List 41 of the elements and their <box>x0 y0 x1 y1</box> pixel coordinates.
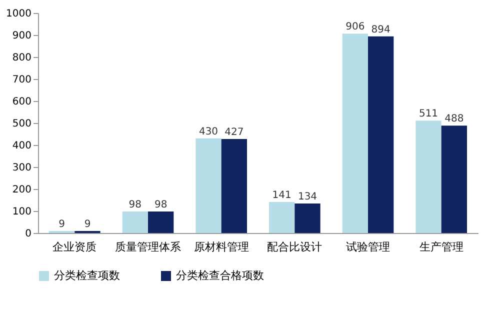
x-tick-label: 原材料管理 <box>194 240 249 254</box>
y-tick-label: 0 <box>25 228 32 240</box>
data-label: 906 <box>346 22 365 33</box>
bar <box>368 36 394 233</box>
y-tick-label: 1000 <box>6 8 32 20</box>
y-tick-label: 300 <box>12 162 32 174</box>
data-label: 511 <box>418 108 438 120</box>
data-label: 9 <box>84 219 91 230</box>
bar <box>441 126 467 233</box>
data-label: 134 <box>298 192 318 203</box>
x-tick-label: 试验管理 <box>346 240 390 254</box>
bar <box>269 202 295 233</box>
data-label: 98 <box>128 199 142 210</box>
bar <box>122 211 148 233</box>
legend-label: 分类检查合格项数 <box>176 269 264 282</box>
y-tick-label: 200 <box>12 184 32 196</box>
x-tick-label: 生产管理 <box>419 240 464 254</box>
bar <box>196 138 222 233</box>
data-label: 427 <box>224 127 244 138</box>
bar <box>342 34 368 233</box>
bar <box>416 120 442 233</box>
bar <box>294 204 320 233</box>
legend-label: 分类检查项数 <box>54 269 120 282</box>
data-label: 141 <box>272 190 292 201</box>
y-tick-label: 800 <box>12 52 32 64</box>
y-tick-label: 100 <box>12 206 32 218</box>
x-tick-label: 配合比设计 <box>267 240 322 254</box>
bar <box>148 211 174 233</box>
data-label: 488 <box>444 114 464 125</box>
data-label: 894 <box>371 24 390 36</box>
y-tick-label: 500 <box>12 118 32 130</box>
y-tick-label: 600 <box>12 96 32 108</box>
y-tick-label: 700 <box>12 74 32 86</box>
y-tick-label: 400 <box>12 140 32 152</box>
y-tick-label: 900 <box>12 30 32 42</box>
data-label: 9 <box>58 219 66 230</box>
x-tick-label: 质量管理体系 <box>115 240 181 254</box>
data-label: 430 <box>198 126 218 138</box>
data-label: 98 <box>154 199 168 210</box>
bar <box>221 139 247 233</box>
x-tick-label: 企业资质 <box>52 240 97 254</box>
